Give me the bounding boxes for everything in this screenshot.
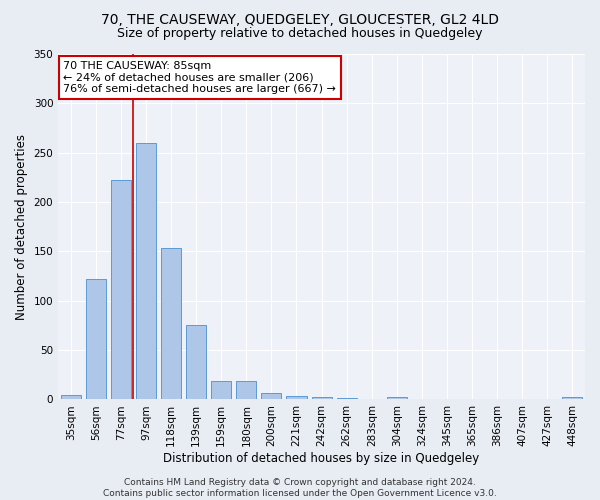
X-axis label: Distribution of detached houses by size in Quedgeley: Distribution of detached houses by size … <box>163 452 480 465</box>
Bar <box>337 398 357 400</box>
Bar <box>262 392 281 400</box>
Bar <box>562 398 583 400</box>
Bar <box>86 279 106 400</box>
Bar <box>387 398 407 400</box>
Text: 70, THE CAUSEWAY, QUEDGELEY, GLOUCESTER, GL2 4LD: 70, THE CAUSEWAY, QUEDGELEY, GLOUCESTER,… <box>101 12 499 26</box>
Bar <box>286 396 307 400</box>
Bar <box>211 380 231 400</box>
Bar <box>61 394 81 400</box>
Text: Size of property relative to detached houses in Quedgeley: Size of property relative to detached ho… <box>117 28 483 40</box>
Bar <box>311 398 332 400</box>
Text: Contains HM Land Registry data © Crown copyright and database right 2024.
Contai: Contains HM Land Registry data © Crown c… <box>103 478 497 498</box>
Bar <box>161 248 181 400</box>
Bar <box>236 380 256 400</box>
Bar <box>111 180 131 400</box>
Y-axis label: Number of detached properties: Number of detached properties <box>15 134 28 320</box>
Bar <box>186 326 206 400</box>
Text: 70 THE CAUSEWAY: 85sqm
← 24% of detached houses are smaller (206)
76% of semi-de: 70 THE CAUSEWAY: 85sqm ← 24% of detached… <box>64 61 337 94</box>
Bar <box>136 143 156 400</box>
